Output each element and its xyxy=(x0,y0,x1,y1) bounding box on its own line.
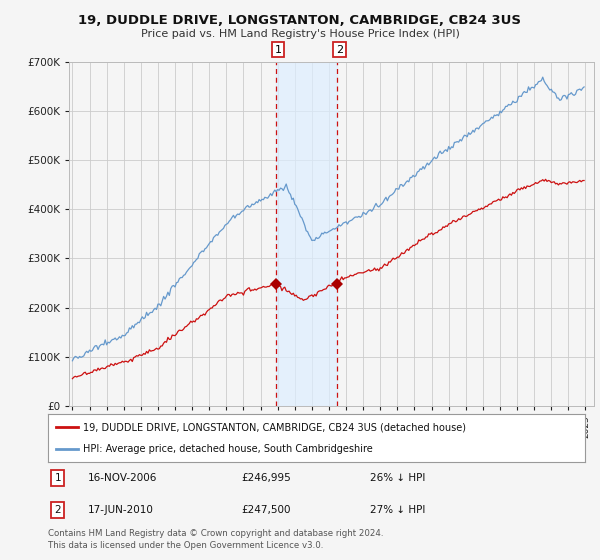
Text: Price paid vs. HM Land Registry's House Price Index (HPI): Price paid vs. HM Land Registry's House … xyxy=(140,29,460,39)
Text: £246,995: £246,995 xyxy=(241,473,291,483)
Text: 16-NOV-2006: 16-NOV-2006 xyxy=(88,473,158,483)
Text: Contains HM Land Registry data © Crown copyright and database right 2024.
This d: Contains HM Land Registry data © Crown c… xyxy=(48,529,383,550)
Text: 2: 2 xyxy=(55,505,61,515)
Text: 17-JUN-2010: 17-JUN-2010 xyxy=(88,505,154,515)
Text: HPI: Average price, detached house, South Cambridgeshire: HPI: Average price, detached house, Sout… xyxy=(83,444,373,454)
Text: 2: 2 xyxy=(336,45,343,55)
Text: 1: 1 xyxy=(55,473,61,483)
Text: 19, DUDDLE DRIVE, LONGSTANTON, CAMBRIDGE, CB24 3US (detached house): 19, DUDDLE DRIVE, LONGSTANTON, CAMBRIDGE… xyxy=(83,422,466,432)
Text: 27% ↓ HPI: 27% ↓ HPI xyxy=(370,505,425,515)
Bar xyxy=(275,62,337,406)
Text: 1: 1 xyxy=(275,45,281,55)
Text: 19, DUDDLE DRIVE, LONGSTANTON, CAMBRIDGE, CB24 3US: 19, DUDDLE DRIVE, LONGSTANTON, CAMBRIDGE… xyxy=(79,14,521,27)
Text: 26% ↓ HPI: 26% ↓ HPI xyxy=(370,473,425,483)
Text: £247,500: £247,500 xyxy=(241,505,291,515)
